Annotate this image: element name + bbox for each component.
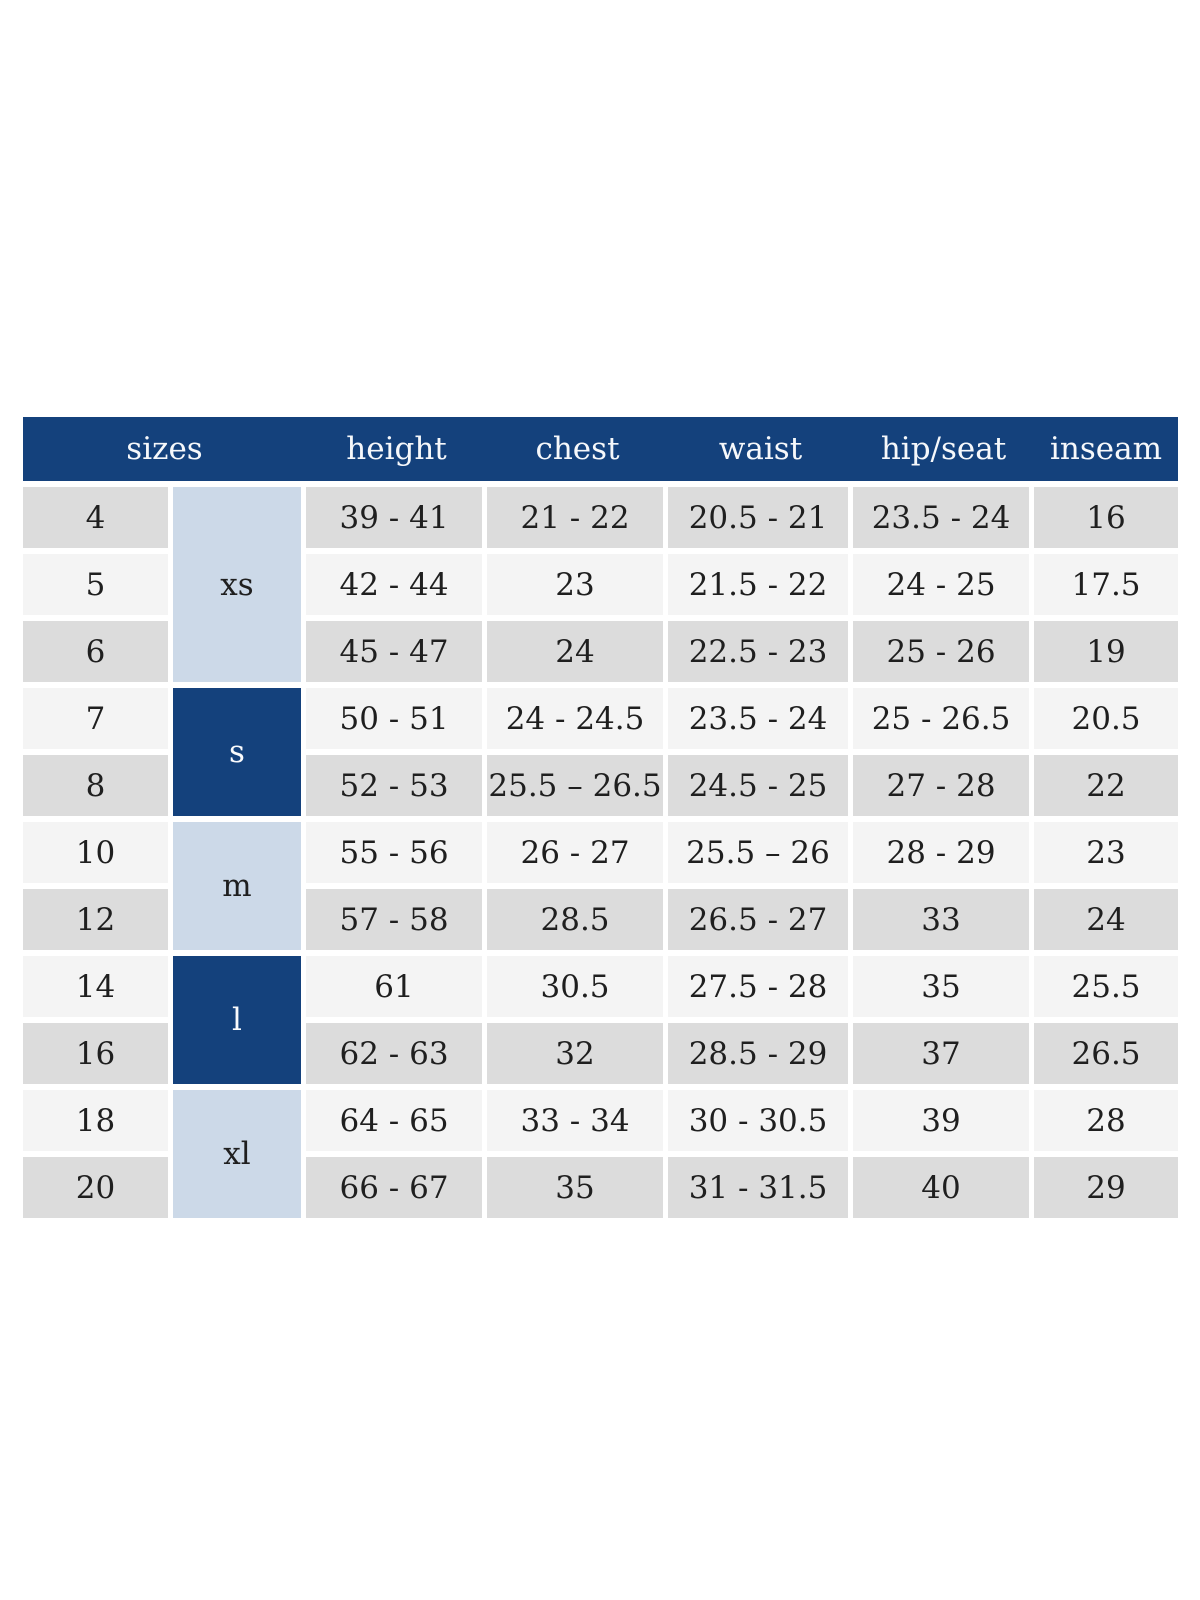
table-row: 14 l 61 30.5 27.5 - 28 35 25.5 xyxy=(23,956,1179,1090)
chest-cell: 21 - 22 xyxy=(487,487,669,554)
hip-seat-cell: 40 xyxy=(853,1157,1035,1224)
size-cell: 12 xyxy=(23,889,173,956)
height-cell: 62 - 63 xyxy=(306,1023,488,1090)
height-cell: 66 - 67 xyxy=(306,1157,488,1224)
height-cell: 55 - 56 xyxy=(306,822,488,889)
hip-seat-cell: 37 xyxy=(853,1023,1035,1090)
table-row: 20 66 - 67 35 31 - 31.5 40 29 xyxy=(23,1157,1179,1224)
inseam-cell: 23 xyxy=(1034,822,1179,889)
chest-cell: 25.5 – 26.5 xyxy=(487,755,669,822)
table-row: 18 xl 64 - 65 33 - 34 30 - 30.5 39 28 xyxy=(23,1090,1179,1224)
table-row: 16 62 - 63 32 28.5 - 29 37 26.5 xyxy=(23,1023,1179,1090)
size-chart: sizes height chest waist hip/seat inseam… xyxy=(23,417,1179,1224)
inseam-cell: 17.5 xyxy=(1034,554,1179,621)
size-group-cell-l: l xyxy=(173,956,307,1090)
column-header-inseam: inseam xyxy=(1034,417,1179,487)
size-cell: 16 xyxy=(23,1023,173,1090)
inseam-cell: 28 xyxy=(1034,1090,1179,1157)
chest-cell: 23 xyxy=(487,554,669,621)
hip-seat-cell: 39 xyxy=(853,1090,1035,1157)
chest-cell: 26 - 27 xyxy=(487,822,669,889)
size-cell: 4 xyxy=(23,487,173,554)
table-body: 4 xs 39 - 41 21 - 22 20.5 - 21 23.5 - 24… xyxy=(23,487,1179,1224)
height-cell: 50 - 51 xyxy=(306,688,488,755)
size-group-cell-xl: xl xyxy=(173,1090,307,1224)
column-header-chest: chest xyxy=(487,417,669,487)
height-cell: 42 - 44 xyxy=(306,554,488,621)
column-header-sizes: sizes xyxy=(23,417,307,487)
height-cell: 64 - 65 xyxy=(306,1090,488,1157)
size-group-cell-xs: xs xyxy=(173,487,307,688)
chest-cell: 28.5 xyxy=(487,889,669,956)
waist-cell: 31 - 31.5 xyxy=(668,1157,854,1224)
inseam-cell: 19 xyxy=(1034,621,1179,688)
table-row: 10 m 55 - 56 26 - 27 25.5 – 26 28 - 29 2… xyxy=(23,822,1179,956)
inseam-cell: 24 xyxy=(1034,889,1179,956)
size-cell: 20 xyxy=(23,1157,173,1224)
hip-seat-cell: 23.5 - 24 xyxy=(853,487,1035,554)
waist-cell: 25.5 – 26 xyxy=(668,822,854,889)
inseam-cell: 29 xyxy=(1034,1157,1179,1224)
size-cell: 14 xyxy=(23,956,173,1023)
chest-cell: 32 xyxy=(487,1023,669,1090)
inseam-cell: 22 xyxy=(1034,755,1179,822)
chest-cell: 35 xyxy=(487,1157,669,1224)
inseam-cell: 25.5 xyxy=(1034,956,1179,1023)
size-chart-table: sizes height chest waist hip/seat inseam… xyxy=(23,417,1179,1224)
chest-cell: 24 xyxy=(487,621,669,688)
height-cell: 61 xyxy=(306,956,488,1023)
table-row: 5 42 - 44 23 21.5 - 22 24 - 25 17.5 xyxy=(23,554,1179,621)
waist-cell: 22.5 - 23 xyxy=(668,621,854,688)
height-cell: 57 - 58 xyxy=(306,889,488,956)
waist-cell: 28.5 - 29 xyxy=(668,1023,854,1090)
waist-cell: 24.5 - 25 xyxy=(668,755,854,822)
hip-seat-cell: 35 xyxy=(853,956,1035,1023)
size-group-cell-s: s xyxy=(173,688,307,822)
size-group-cell-m: m xyxy=(173,822,307,956)
waist-cell: 20.5 - 21 xyxy=(668,487,854,554)
waist-cell: 23.5 - 24 xyxy=(668,688,854,755)
table-row: 4 xs 39 - 41 21 - 22 20.5 - 21 23.5 - 24… xyxy=(23,487,1179,688)
column-header-waist: waist xyxy=(668,417,854,487)
table-row: 12 57 - 58 28.5 26.5 - 27 33 24 xyxy=(23,889,1179,956)
table-header: sizes height chest waist hip/seat inseam xyxy=(23,417,1179,487)
table-row: 6 45 - 47 24 22.5 - 23 25 - 26 19 xyxy=(23,621,1179,688)
inseam-cell: 16 xyxy=(1034,487,1179,554)
waist-cell: 27.5 - 28 xyxy=(668,956,854,1023)
chest-cell: 33 - 34 xyxy=(487,1090,669,1157)
size-cell: 10 xyxy=(23,822,173,889)
size-cell: 7 xyxy=(23,688,173,755)
chest-cell: 30.5 xyxy=(487,956,669,1023)
height-cell: 39 - 41 xyxy=(306,487,488,554)
size-cell: 8 xyxy=(23,755,173,822)
table-row: 7 s 50 - 51 24 - 24.5 23.5 - 24 25 - 26.… xyxy=(23,688,1179,822)
hip-seat-cell: 33 xyxy=(853,889,1035,956)
waist-cell: 21.5 - 22 xyxy=(668,554,854,621)
waist-cell: 26.5 - 27 xyxy=(668,889,854,956)
table-row: 8 52 - 53 25.5 – 26.5 24.5 - 25 27 - 28 … xyxy=(23,755,1179,822)
hip-seat-cell: 25 - 26.5 xyxy=(853,688,1035,755)
waist-cell: 30 - 30.5 xyxy=(668,1090,854,1157)
chest-cell: 24 - 24.5 xyxy=(487,688,669,755)
inseam-cell: 20.5 xyxy=(1034,688,1179,755)
size-cell: 5 xyxy=(23,554,173,621)
hip-seat-cell: 25 - 26 xyxy=(853,621,1035,688)
size-cell: 18 xyxy=(23,1090,173,1157)
height-cell: 52 - 53 xyxy=(306,755,488,822)
height-cell: 45 - 47 xyxy=(306,621,488,688)
column-header-height: height xyxy=(306,417,488,487)
hip-seat-cell: 28 - 29 xyxy=(853,822,1035,889)
size-cell: 6 xyxy=(23,621,173,688)
header-row: sizes height chest waist hip/seat inseam xyxy=(23,417,1179,487)
hip-seat-cell: 24 - 25 xyxy=(853,554,1035,621)
column-header-hip-seat: hip/seat xyxy=(853,417,1035,487)
inseam-cell: 26.5 xyxy=(1034,1023,1179,1090)
hip-seat-cell: 27 - 28 xyxy=(853,755,1035,822)
